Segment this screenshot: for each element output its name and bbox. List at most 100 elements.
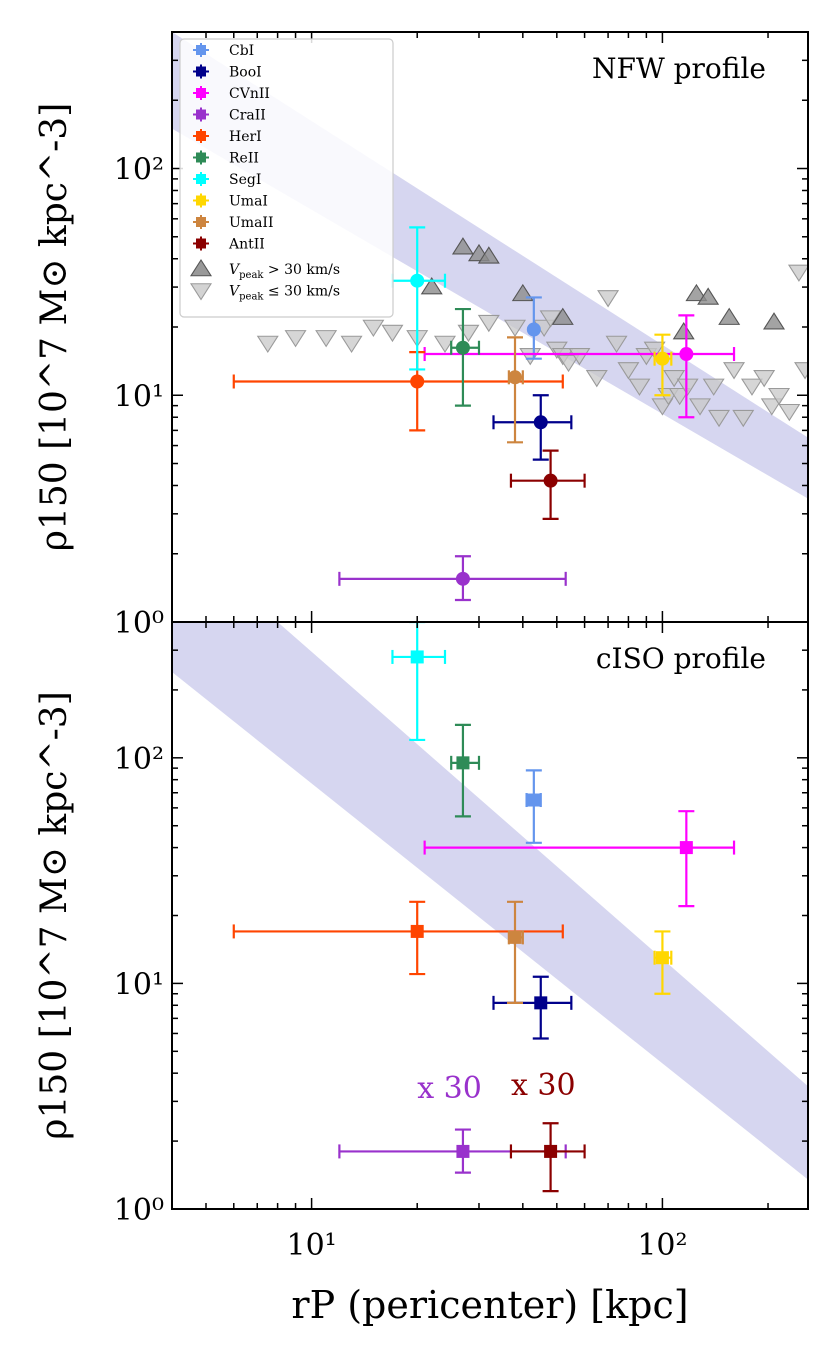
y-tick-label: 10² [114,153,164,188]
y-axis-label-text: ρ150 [10^7 M⊙ kpc^-3] [34,691,75,1139]
subhalo-low-vpeak [760,398,783,416]
subhalo-low-vpeak [433,335,456,354]
x-axis-label: rP (pericenter) [kpc] [291,1283,688,1327]
legend-label: CbI [229,43,254,59]
ciso-point-cbi [525,769,542,844]
ciso-point-booi [492,975,573,1040]
marker-square [410,650,424,664]
ciso-point-segi [391,622,447,742]
marker-square [544,1144,558,1158]
subhalo-low-vpeak [628,378,651,396]
nfw-point-reii [450,307,481,407]
subhalo-high-vpeak [718,307,741,325]
subhalo-low-vpeak [617,362,640,380]
marker-circle [455,340,470,355]
legend-label: AntII [228,237,265,253]
marker-circle [679,347,694,362]
subhalo-low-vpeak [504,319,527,338]
triangle-down-icon [189,283,213,301]
nfw-plot-area [172,32,808,602]
subhalo-high-vpeak [685,283,708,302]
subhalo-low-vpeak [340,335,363,354]
y-tick-label: 10⁰ [114,1193,164,1228]
ciso-plot-area [172,622,808,1193]
subhalo-low-vpeak [778,403,801,422]
subhalo-high-vpeak [672,322,695,340]
panel-nfw: NFW profile ρ150 [10^7 M⊙ kpc^-3] [34,32,808,602]
legend-entry-v-peak-30-km-s: Vpeak > 30 km/s [189,258,340,281]
ciso-point-umai [653,930,673,995]
y-tick-label: 10² [114,742,164,777]
marker-square [456,1144,470,1158]
marker-circle [508,370,523,385]
subhalo-low-vpeak [732,409,755,428]
panel-ciso: x 30 x 30 cISO profile ρ150 [10^7 M⊙ kpc^-3… [34,622,808,1193]
nfw-y-axis-label: ρ150 [10^7 M⊙ kpc^-3] [34,103,75,551]
subhalo-low-vpeak [708,409,731,428]
y-tick-label: 10⁰ [114,606,164,641]
subhalo-low-vpeak [519,348,542,366]
subhalo-low-vpeak [605,335,628,354]
subhalo-high-vpeak [763,312,786,330]
ciso-point-antii [509,1122,586,1193]
nfw-panel-title: NFW profile [592,52,766,85]
ciso-point-umaii [507,900,524,1004]
legend-entry-umaii: UmaII [193,215,273,231]
legend-entry-antii: AntII [193,236,265,253]
y-axis-label-text: ρ150 [10^7 M⊙ kpc^-3] [34,103,75,551]
marker-circle [455,571,470,586]
legend-label: UmaI [229,194,268,210]
subhalo-low-vpeak [568,348,591,366]
subhalo-low-vpeak [689,398,712,416]
legend-swatch [196,109,206,120]
subhalo-low-vpeak [381,324,404,343]
subhalo-low-vpeak [668,387,691,406]
axes: 10⁰ 10¹ 10² 10⁰ 10¹ 10² 10¹ 10² rP (pericenter) … [114,31,809,1327]
nfw-point-booi [492,394,573,461]
subhalo-low-vpeak [557,354,580,373]
legend-entry-v-peak-30-km-s: Vpeak ≤ 30 km/s [189,283,340,303]
legend-swatch [196,131,206,141]
legend-entry-booi: BooI [193,64,262,81]
ciso-point-cvnii [423,810,736,908]
nfw-point-craii [338,555,567,602]
legend-swatch [196,66,206,77]
marker-square [534,996,548,1010]
subhalo-low-vpeak [768,387,791,406]
legend-label: HerI [229,129,262,145]
nfw-point-cvnii [423,314,736,419]
nfw-point-heri [232,351,564,432]
legend-label: Vpeak > 30 km/s [229,262,340,281]
subhalo-low-vpeak [663,370,686,388]
legend: CbI BooI CVnII CraII HerI ReII SegI UmaI UmaII An… [179,38,394,318]
ciso-y-axis-label: ρ150 [10^7 M⊙ kpc^-3] [34,691,75,1139]
marker-square [527,793,541,807]
subhalo-low-vpeak [477,314,500,333]
subhalo-high-vpeak [477,246,500,264]
legend-entry-segi: SegI [193,172,261,188]
nfw-point-antii [509,449,586,520]
legend-swatch [196,195,206,206]
marker-circle [655,351,670,366]
legend-label: CraII [229,108,266,124]
nfw-point-umaii [507,336,524,444]
subhalo-high-vpeak [697,287,720,305]
subhalo-low-vpeak [284,330,307,348]
legend-label: SegI [229,172,261,188]
legend-box [179,38,394,318]
y-tick-label: 10¹ [114,379,164,414]
marker-circle [543,473,558,488]
legend-label: CVnII [229,86,270,102]
subhalo-low-vpeak [643,341,666,359]
legend-swatch [196,238,206,249]
subhalo-high-vpeak [420,277,443,295]
marker-circle [410,273,425,288]
legend-entry-heri: HerI [193,129,262,145]
subhalo-low-vpeak [753,370,776,388]
legend-swatch [196,174,206,184]
ciso-confidence-band [172,622,808,1180]
subhalo-low-vpeak [457,324,480,343]
marker-circle [410,374,425,389]
marker-circle [526,322,541,337]
